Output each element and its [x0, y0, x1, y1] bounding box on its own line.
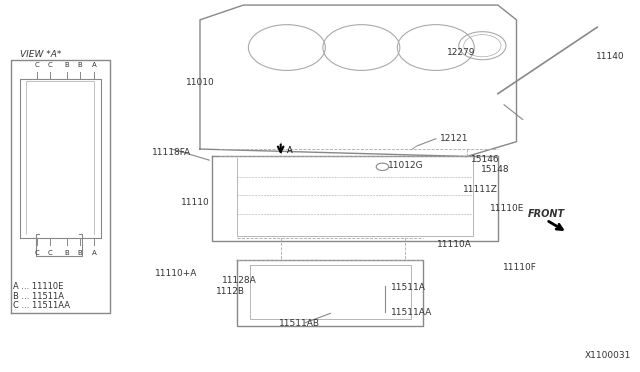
Text: 11110F: 11110F: [503, 263, 537, 272]
Text: A: A: [287, 146, 292, 155]
Text: 11010: 11010: [186, 78, 215, 87]
Text: C: C: [47, 62, 52, 68]
Text: 11118FA: 11118FA: [152, 148, 191, 157]
Text: B ... 11511A: B ... 11511A: [13, 292, 63, 301]
Text: C: C: [35, 62, 39, 68]
Text: X1100031: X1100031: [585, 351, 631, 360]
Text: 11511AA: 11511AA: [391, 308, 433, 317]
Text: B: B: [77, 62, 82, 68]
Text: B: B: [77, 250, 82, 256]
Text: 12279: 12279: [447, 48, 476, 57]
Text: 11111Z: 11111Z: [463, 185, 498, 194]
Text: B: B: [65, 250, 70, 256]
Text: FRONT: FRONT: [528, 209, 565, 219]
Text: A ... 11110E: A ... 11110E: [13, 282, 63, 291]
Text: 11110E: 11110E: [490, 203, 525, 213]
Text: 1112B: 1112B: [216, 288, 244, 296]
Text: 11110+A: 11110+A: [156, 269, 198, 278]
Text: 11110A: 11110A: [437, 240, 472, 249]
Text: C: C: [35, 250, 39, 256]
Text: VIEW *A*: VIEW *A*: [20, 50, 61, 59]
Text: A: A: [92, 250, 97, 256]
Text: C ... 11511AA: C ... 11511AA: [13, 301, 70, 310]
Text: 15148: 15148: [481, 164, 509, 173]
Text: 12121: 12121: [440, 134, 468, 143]
Text: 11511AB: 11511AB: [280, 319, 321, 328]
Text: 11012G: 11012G: [388, 161, 424, 170]
Text: 11140: 11140: [596, 52, 625, 61]
Text: 11128A: 11128A: [221, 276, 257, 285]
Text: 11511A: 11511A: [391, 283, 426, 292]
Text: C: C: [47, 250, 52, 256]
Text: B: B: [65, 62, 70, 68]
Text: 15146: 15146: [470, 155, 499, 164]
Text: 11110: 11110: [181, 198, 210, 207]
Text: A: A: [92, 62, 97, 68]
